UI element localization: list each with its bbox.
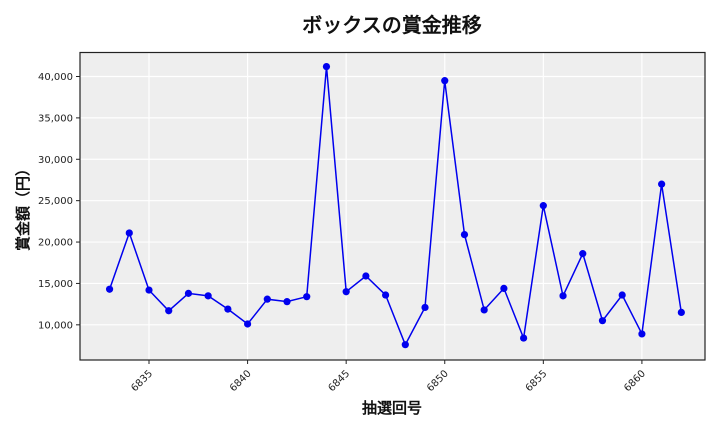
data-point [500,284,508,293]
data-point [677,308,685,317]
data-point [165,307,173,315]
data-point [263,295,271,303]
x-axis-ticks: 6835 6840 6845 6850 6855 6860 [129,360,648,394]
data-point [658,180,666,188]
data-point [441,77,449,85]
data-point [480,306,488,314]
y-tick-label: 40,000 [38,72,73,83]
y-axis-label: 賞金額（円） [14,161,32,251]
data-point [204,292,212,300]
data-point [184,289,193,297]
data-point [520,334,528,342]
data-point [638,330,646,338]
y-tick-label: 25,000 [38,196,73,207]
y-tick-label: 35,000 [38,113,73,124]
x-tick-label: 6835 [129,368,155,394]
data-point [381,291,390,299]
x-axis-label: 抽選回号 [362,399,422,417]
x-tick-label: 6850 [425,368,451,394]
y-tick-label: 10,000 [38,320,73,331]
data-point [283,298,291,306]
chart-title: ボックスの賞金推移 [302,13,481,37]
data-point [559,292,567,300]
data-point [105,285,114,293]
data-point [145,286,153,294]
x-tick-label: 6860 [622,368,648,394]
data-point [322,62,331,71]
data-point [125,229,133,237]
data-point [342,288,350,296]
grid-lines [80,52,705,360]
data-point [598,317,607,325]
data-point [460,230,469,239]
x-tick-label: 6840 [228,368,254,394]
data-point [618,291,626,299]
y-tick-label: 30,000 [38,155,73,166]
y-tick-label: 20,000 [38,238,73,249]
data-point [401,341,409,349]
y-axis-ticks: 10,000 15,000 20,000 25,000 30,000 35,000 40,0… [38,72,80,331]
plot-frame [79,51,706,361]
x-tick-label: 6845 [327,368,353,394]
y-tick-label: 15,000 [38,279,73,290]
data-point [224,305,232,313]
plot-area [80,52,705,360]
data-series [105,62,685,349]
data-point [421,303,429,312]
data-point [243,320,252,328]
x-tick-label: 6855 [524,368,550,394]
data-point [362,272,370,280]
data-point [579,250,587,258]
data-point [303,293,311,301]
data-point [539,202,547,210]
